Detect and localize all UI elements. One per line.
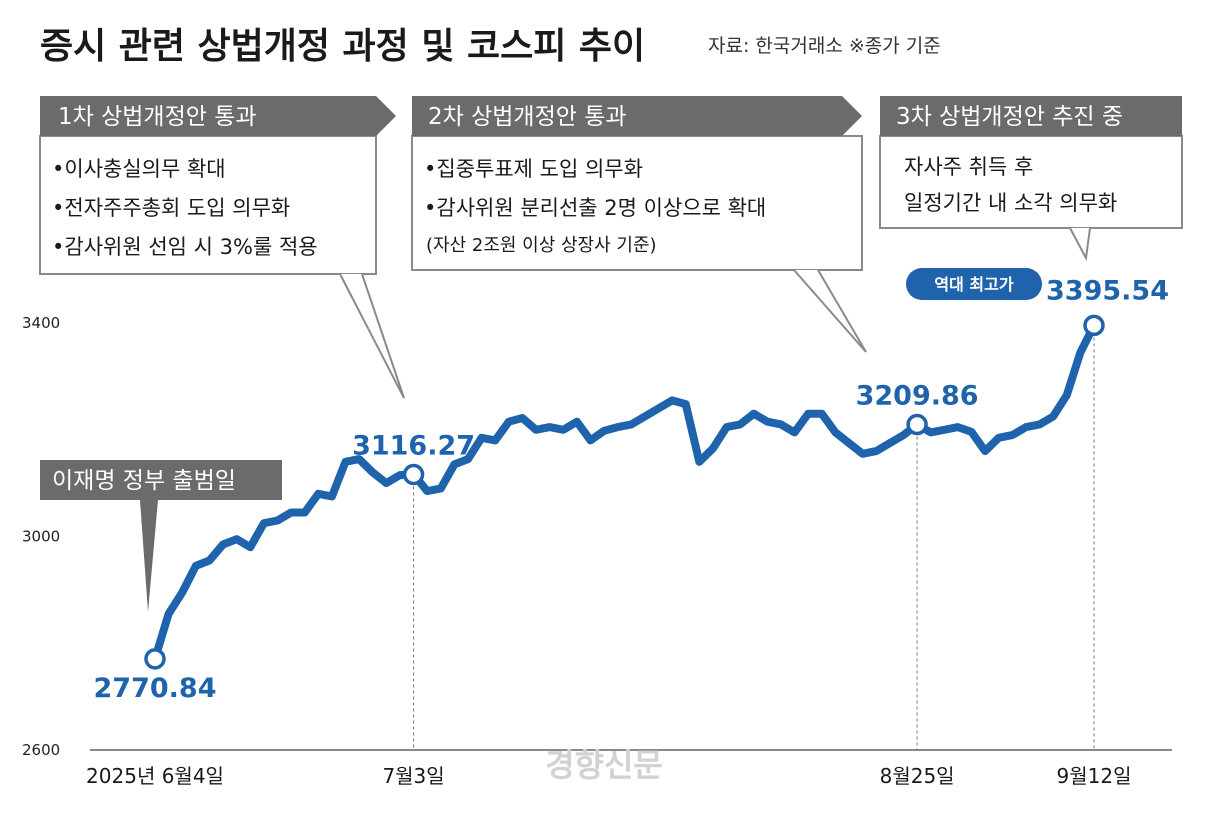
event-label-pointer [140,500,158,612]
callout-3-box [879,135,1183,229]
callout-2-line-2: •감사위원 분리선출 2명 이상으로 확대 [424,196,766,220]
record-high-pill [906,268,1042,300]
callout-2-header-bg [412,96,862,136]
source-note: 자료: 한국거래소 ※종가 기준 [708,35,941,57]
event-label: 이재명 정부 출범일 [52,468,236,494]
callout-3-pointer [1069,227,1091,262]
y-tick-label: 2600 [22,741,60,759]
record-high-badge: 역대 최고가 [906,268,1042,300]
y-axis: 2600 3000 3400 [22,314,60,759]
data-label: 3395.54 [1046,275,1169,306]
callout-3-header: 3차 상법개정안 추진 중 [896,104,1123,130]
callout-3-line-1: 자사주 취득 후 [904,155,1033,179]
x-axis: 2025년 6월4일 7월3일 8월25일 9월12일 [86,749,1172,788]
x-tick-label: 7월3일 [382,764,444,788]
annotation-layer: 2770.84 3116.27 3209.86 3395.54 [94,275,1169,703]
data-label: 2770.84 [94,673,217,704]
callout-3-header-bg [880,96,1182,136]
chart-title: 증시 관련 상법개정 과정 및 코스피 추이 [40,26,645,67]
series-layer [151,321,1098,663]
callout-1-header: 1차 상법개정안 통과 [58,104,257,130]
kospi-line [151,321,1098,663]
x-tick-label: 9월12일 [1057,764,1132,788]
highlight-point [402,463,425,486]
highlight-point [1083,314,1105,337]
callout-2-line-1: •집중투표제 도입 의무화 [424,157,643,181]
record-high-label: 역대 최고가 [934,275,1013,294]
x-tick-label: 2025년 6월4일 [86,764,224,788]
data-label: 3116.27 [352,430,475,461]
vertical-guides [413,325,1095,750]
y-tick-label: 3000 [22,528,60,546]
y-tick-label: 3400 [22,314,60,332]
x-tick-label: 8월25일 [880,764,955,788]
callout-2-note: (자산 2조원 이상 상장사 기준) [426,235,657,256]
event-callout: 이재명 정부 출범일 [40,460,282,612]
callout-3-line-2: 일정기간 내 소각 의무화 [904,191,1117,215]
callout-2: 2차 상법개정안 통과 •집중투표제 도입 의무화 •감사위원 분리선출 2명 … [411,96,867,353]
watermark: 경향신문 [545,746,663,784]
callout-1-line-2: •전자주주총회 도입 의무화 [52,196,290,220]
callout-1-header-bg [40,96,396,136]
callout-3: 3차 상법개정안 추진 중 자사주 취득 후 일정기간 내 소각 의무화 [879,96,1183,262]
highlight-point [144,648,166,670]
callout-2-pointer [793,269,867,353]
callout-1-pointer [339,273,405,399]
highlight-point [906,413,928,436]
event-label-bg [40,460,282,500]
callout-2-header: 2차 상법개정안 통과 [428,104,627,130]
callout-2-box [411,135,863,271]
callout-1-line-3: •감사위원 선임 시 3%룰 적용 [52,235,318,259]
callout-1: 1차 상법개정안 통과 •이사충실의무 확대 •전자주주총회 도입 의무화 •감… [39,96,405,399]
callout-1-line-1: •이사충실의무 확대 [52,157,226,181]
data-label: 3209.86 [856,380,979,411]
callout-1-box [39,135,377,275]
